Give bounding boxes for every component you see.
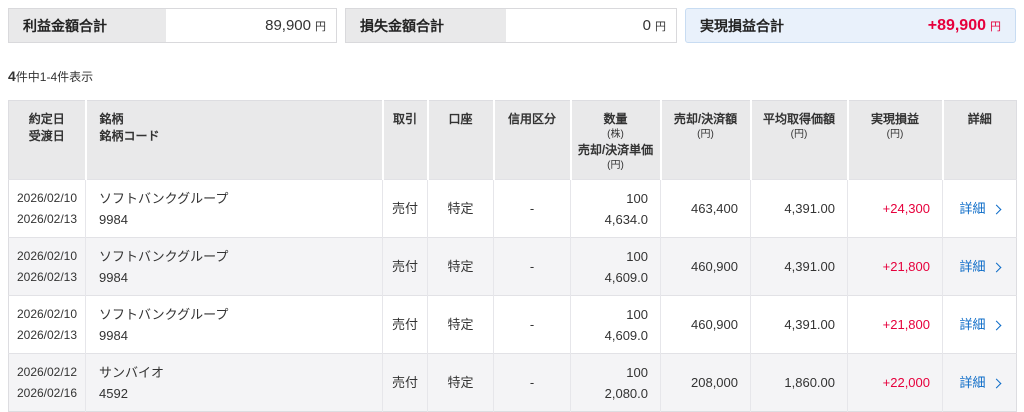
cell-realized-pl: +21,800 (847, 237, 943, 296)
cell-avg-cost: 4,391.00 (750, 237, 848, 296)
yen-unit: 円 (990, 20, 1001, 33)
loss-total-value: 0 円 (506, 9, 676, 42)
cell-dates: 2026/02/10 2026/02/13 (8, 179, 86, 238)
header-realized-pl: 実現損益 (円) (846, 100, 943, 180)
cell-realized-pl: +21,800 (847, 295, 943, 354)
table-row: 2026/02/10 2026/02/13 ソフトバンクグループ 9984 売付… (8, 179, 1017, 238)
table-row: 2026/02/10 2026/02/13 ソフトバンクグループ 9984 売付… (8, 237, 1017, 296)
realized-total-label: 実現損益合計 (700, 17, 784, 34)
cell-detail: 詳細 (942, 237, 1017, 296)
cell-realized-pl: +24,300 (847, 179, 943, 238)
header-quantity: 数量 (株) 売却/決済単価 (円) (569, 100, 661, 180)
cell-account: 特定 (427, 353, 494, 412)
header-settlement-amount: 売却/決済額 (円) (659, 100, 751, 180)
yen-unit: 円 (655, 20, 666, 33)
cell-quantity: 100 2,080.0 (570, 353, 661, 412)
result-count-text: 件中1-4件表示 (15, 70, 94, 84)
header-avg-cost: 平均取得価額 (円) (749, 100, 848, 180)
cell-account: 特定 (427, 179, 494, 238)
header-dates: 約定日 受渡日 (8, 100, 86, 180)
cell-quantity: 100 4,609.0 (570, 295, 661, 354)
cell-quantity: 100 4,634.0 (570, 179, 661, 238)
cell-quantity: 100 4,609.0 (570, 237, 661, 296)
stock-code: 9984 (99, 327, 128, 343)
yen-unit: 円 (315, 20, 326, 33)
realized-total-box: 実現損益合計 +89,900 円 (685, 8, 1016, 43)
cell-settlement-amount: 463,400 (660, 179, 751, 238)
cell-avg-cost: 1,860.00 (750, 353, 848, 412)
stock-name: ソフトバンクグループ (99, 306, 229, 322)
cell-account: 特定 (427, 237, 494, 296)
stock-name: サンバイオ (99, 364, 165, 380)
cell-dates: 2026/02/10 2026/02/13 (8, 237, 86, 296)
loss-total-label: 損失金額合計 (346, 9, 506, 42)
cell-stock: サンバイオ 4592 (85, 353, 383, 412)
profit-total-amount: 89,900 (265, 17, 311, 34)
summary-bar: 利益金額合計 89,900 円 損失金額合計 0 円 実現損益合計 +89,90… (8, 8, 1016, 43)
cell-avg-cost: 4,391.00 (750, 179, 848, 238)
cell-trade: 売付 (382, 353, 428, 412)
chevron-right-icon (991, 204, 1001, 214)
loss-total-amount: 0 (642, 17, 651, 34)
cell-detail: 詳細 (942, 179, 1017, 238)
cell-stock: ソフトバンクグループ 9984 (85, 295, 383, 354)
cell-trade: 売付 (382, 295, 428, 354)
cell-dates: 2026/02/10 2026/02/13 (8, 295, 86, 354)
realized-total-amount: +89,900 (927, 16, 986, 34)
header-margin-type: 信用区分 (492, 100, 571, 180)
table-row: 2026/02/10 2026/02/13 ソフトバンクグループ 9984 売付… (8, 295, 1017, 354)
cell-stock: ソフトバンクグループ 9984 (85, 237, 383, 296)
cell-detail: 詳細 (942, 295, 1017, 354)
cell-margin-type: - (493, 353, 571, 412)
result-count-number: 4 (8, 68, 16, 84)
cell-margin-type: - (493, 179, 571, 238)
stock-name: ソフトバンクグループ (99, 248, 229, 264)
table-header-row: 約定日 受渡日 銘柄 銘柄コード 取引 口座 信用区分 数量 (株) 売却/決済… (8, 100, 1017, 180)
chevron-right-icon (991, 378, 1001, 388)
chevron-right-icon (991, 320, 1001, 330)
profit-total-label: 利益金額合計 (9, 9, 166, 42)
cell-settlement-amount: 460,900 (660, 295, 751, 354)
detail-link[interactable]: 詳細 (959, 256, 1001, 277)
cell-margin-type: - (493, 295, 571, 354)
realized-pl-table: 約定日 受渡日 銘柄 銘柄コード 取引 口座 信用区分 数量 (株) 売却/決済… (8, 100, 1017, 412)
header-stock: 銘柄 銘柄コード (84, 100, 383, 180)
profit-total-value: 89,900 円 (166, 9, 336, 42)
realized-total-value: +89,900 円 (928, 17, 1015, 35)
header-account: 口座 (426, 100, 494, 180)
detail-link[interactable]: 詳細 (959, 198, 1001, 219)
header-trade: 取引 (381, 100, 428, 180)
cell-stock: ソフトバンクグループ 9984 (85, 179, 383, 238)
cell-trade: 売付 (382, 179, 428, 238)
cell-account: 特定 (427, 295, 494, 354)
header-detail: 詳細 (941, 100, 1017, 180)
result-count: 4件中1-4件表示 (8, 68, 1024, 84)
chevron-right-icon (991, 262, 1001, 272)
cell-realized-pl: +22,000 (847, 353, 943, 412)
detail-link[interactable]: 詳細 (959, 372, 1001, 393)
cell-detail: 詳細 (942, 353, 1017, 412)
cell-dates: 2026/02/12 2026/02/16 (8, 353, 86, 412)
detail-link[interactable]: 詳細 (959, 314, 1001, 335)
cell-trade: 売付 (382, 237, 428, 296)
stock-code: 4592 (99, 385, 128, 401)
loss-total-box: 損失金額合計 0 円 (345, 8, 677, 43)
stock-name: ソフトバンクグループ (99, 190, 229, 206)
table-row: 2026/02/12 2026/02/16 サンバイオ 4592 売付 特定 -… (8, 353, 1017, 412)
stock-code: 9984 (99, 211, 128, 227)
profit-total-box: 利益金額合計 89,900 円 (8, 8, 337, 43)
cell-settlement-amount: 460,900 (660, 237, 751, 296)
stock-code: 9984 (99, 269, 128, 285)
cell-settlement-amount: 208,000 (660, 353, 751, 412)
cell-avg-cost: 4,391.00 (750, 295, 848, 354)
cell-margin-type: - (493, 237, 571, 296)
